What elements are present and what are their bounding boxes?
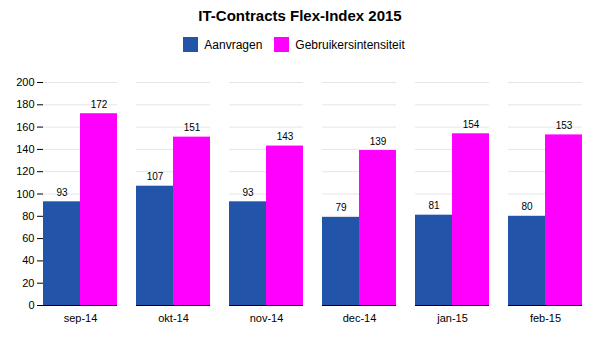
svg-text:107: 107	[147, 171, 164, 182]
svg-text:200: 200	[16, 76, 34, 88]
svg-text:nov-14: nov-14	[250, 312, 284, 324]
html-text:Gebruikersintensiteit: Gebruikersintensiteit	[295, 37, 405, 52]
svg-text:okt-14: okt-14	[158, 312, 189, 324]
svg-text:172: 172	[91, 99, 108, 110]
svg-text:180: 180	[16, 98, 34, 110]
svg-text:139: 139	[370, 136, 387, 147]
svg-text:sep-14: sep-14	[64, 312, 98, 324]
svg-text:154: 154	[463, 119, 480, 130]
html-text:IT-Contracts Flex-Index 2015: IT-Contracts Flex-Index 2015	[198, 7, 402, 24]
html-text:Aanvragen: Aanvragen	[204, 37, 263, 52]
svg-text:143: 143	[277, 131, 294, 142]
svg-text:160: 160	[16, 121, 34, 133]
svg-text:151: 151	[184, 122, 201, 133]
svg-text:60: 60	[22, 232, 34, 244]
svg-text:40: 40	[22, 254, 34, 266]
svg-text:feb-15: feb-15	[530, 312, 561, 324]
svg-text:81: 81	[428, 200, 440, 211]
svg-text:93: 93	[242, 187, 254, 198]
svg-text:153: 153	[556, 120, 573, 131]
svg-text:93: 93	[56, 187, 68, 198]
svg-text:80: 80	[521, 201, 533, 212]
svg-text:jan-15: jan-15	[436, 312, 468, 324]
svg-text:140: 140	[16, 143, 34, 155]
svg-text:100: 100	[16, 188, 34, 200]
svg-text:20: 20	[22, 277, 34, 289]
svg-text:0: 0	[28, 299, 34, 311]
svg-text:80: 80	[22, 210, 34, 222]
svg-text:79: 79	[335, 202, 347, 213]
svg-text:dec-14: dec-14	[343, 312, 377, 324]
svg-text:120: 120	[16, 165, 34, 177]
